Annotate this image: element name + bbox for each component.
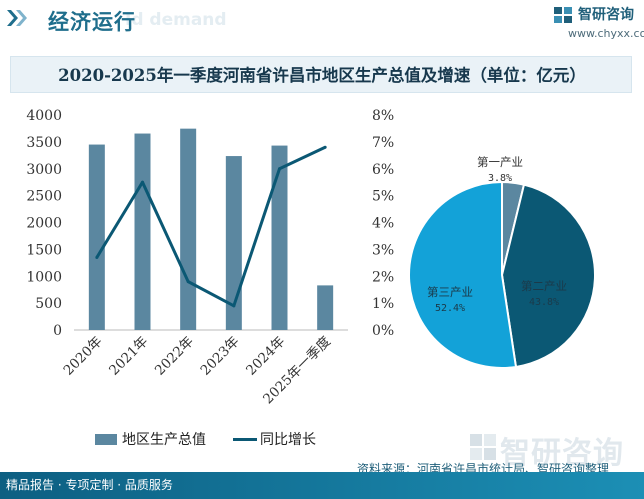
industry-pie-chart: 第一产业 3.8% 第二产业 43.8% 第三产业 52.4% [408, 155, 596, 369]
y-right-tick-label: 2% [372, 269, 394, 285]
pie-slice-1 [500, 183, 596, 369]
legend-label-gdp: 地区生产总值 [122, 432, 206, 448]
bar-gdp-4 [271, 145, 288, 330]
y-right-tick-label: 4% [372, 216, 394, 232]
y-right-tick-label: 1% [372, 296, 394, 312]
pie-label-value-0: 3.8% [488, 173, 512, 184]
chart-title: 2020-2025年一季度河南省许昌市地区生产总值及增速（单位：亿元） [58, 66, 586, 85]
brand-url[interactable]: www.chyxx.com [568, 27, 644, 40]
y-left-tick-label: 2000 [26, 216, 62, 232]
legend-line-swatch [233, 438, 257, 441]
section-subtitle: Id demand [125, 10, 227, 30]
double-chevron-icon [7, 10, 27, 26]
growth-point-3 [232, 304, 236, 308]
legend-bar-swatch [95, 434, 117, 445]
growth-point-5 [323, 145, 327, 149]
pie-label-name-1: 第二产业 [521, 279, 567, 293]
y-left-tick-label: 2500 [26, 189, 62, 205]
pie-slice-2 [408, 180, 518, 369]
bar-gdp-3 [225, 156, 242, 330]
y-right-tick-label: 8% [372, 108, 394, 124]
brand-name: 智研咨询 [578, 7, 634, 23]
bar-gdp-5 [317, 285, 334, 330]
growth-point-2 [186, 280, 190, 284]
y-right-tick-label: 5% [372, 189, 394, 205]
chart-title-banner: 2020-2025年一季度河南省许昌市地区生产总值及增速（单位：亿元） [10, 56, 632, 93]
pie-label-name-0: 第一产业 [477, 155, 523, 169]
y-left-tick-label: 4000 [26, 108, 62, 124]
pie-label-value-2: 52.4% [435, 303, 465, 314]
y-left-tick-label: 1000 [26, 269, 62, 285]
y-left-tick-label: 1500 [26, 242, 62, 258]
bar-gdp-1 [134, 133, 151, 330]
x-tick-label-2: 2022年 [152, 334, 197, 379]
pie-label-name-2: 第三产业 [427, 285, 473, 299]
bar-gdp-0 [88, 144, 105, 330]
y-right-tick-label: 0% [372, 323, 394, 339]
y-right-tick-label: 6% [372, 162, 394, 178]
footer-text: 精品报告 · 专项定制 · 品质服务 [6, 478, 173, 492]
growth-point-4 [278, 167, 281, 171]
growth-line [95, 145, 326, 308]
legend-label-growth: 同比增长 [260, 432, 316, 448]
top-header: Id demand 经济运行 智研咨询 www.chyxx.com [0, 0, 644, 40]
section-title: 经济运行 [48, 10, 136, 34]
y-left-tick-label: 3000 [26, 162, 62, 178]
x-tick-label-1: 2021年 [106, 334, 151, 379]
pie-label-value-1: 43.8% [529, 297, 559, 308]
y-right-tick-label: 7% [372, 135, 394, 151]
growth-point-1 [141, 180, 144, 184]
y-left-tick-label: 3500 [26, 135, 62, 151]
watermark-logo-icon [470, 434, 496, 460]
watermark-text: 智研咨询 [500, 436, 624, 471]
gdp-combo-chart: 0 500 1000 1500 2000 2500 3000 3500 4000 0% 1% 2% 3%… [26, 108, 394, 407]
growth-point-0 [95, 255, 99, 259]
x-tick-label-4: 2024年 [243, 334, 288, 379]
y-right-tick-label: 3% [372, 242, 394, 258]
y-left-tick-label: 500 [35, 296, 62, 312]
y-left-tick-label: 0 [53, 323, 62, 339]
x-tick-label-3: 2023年 [198, 334, 243, 379]
bar-gdp-2 [180, 128, 197, 330]
x-tick-label-0: 2020年 [61, 334, 106, 379]
footer-bar: 精品报告 · 专项定制 · 品质服务 [0, 472, 644, 499]
brand-logo-icon [554, 7, 572, 23]
